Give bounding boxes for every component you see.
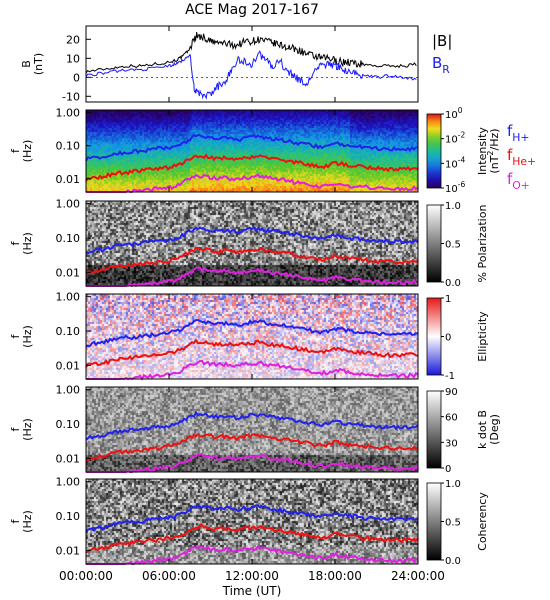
legend-Btotal: |B| [432,32,452,50]
gyro-line-fH [85,503,419,533]
colorbar-tick-label: 30 [445,438,458,449]
y-tick-label: 20 [66,33,80,46]
colorbar-tick-label: 10-4 [445,155,465,170]
colorbar-label: Ellipticity [476,311,489,362]
legend-BR: BR [432,54,450,76]
colorbar-label: Intensity(nT2/Hz) [476,127,501,175]
y-tick-label: 0.01 [56,452,81,465]
colorbar-tick-label: 1 [445,294,451,305]
y-tick-label: 0.01 [56,173,81,186]
colorbar [426,113,442,189]
y-tick-label: 1.00 [56,107,81,120]
colorbar-label: Coherency [476,492,489,551]
panel-gray-2: 1.00 0.10 0.01 f(Hz) 1.0 0.5 0.0 % Polarization [9,198,489,289]
gyro-line-fH [85,410,419,441]
gyro-line-fO [86,359,419,381]
y-axis-label: f(Hz) [9,140,34,163]
series-line-Btotal [85,32,417,74]
time-axis: 00:00:00 06:00:00 12:00:00 18:00:00 24:00:00… [59,26,445,598]
colorbar-tick-label: -1 [445,371,455,382]
colorbar-tick-label: 0 [445,464,451,475]
y-tick-label: 1.00 [56,291,81,304]
y-tick-label: 1.00 [56,198,81,211]
colorbar-tick-label: 1.0 [445,479,461,490]
gyro-line-fHe [85,246,419,275]
figure-title: ACE Mag 2017-167 [185,2,319,18]
panels: -1001020B(nT)|B|BR1.000.100.01f(Hz)10010… [9,25,536,567]
panel-gray-5: 1.00 0.10 0.01 f(Hz) 1.0 0.5 0.0 Coherency [9,476,489,567]
x-tick-label: 18:00:00 [308,569,362,583]
y-axis-label: f(Hz) [9,418,34,441]
colorbar-tick-label: 90 [445,387,458,398]
colorbar-tick-label: 0.5 [445,518,461,529]
legend-fO: fO+ [507,170,530,192]
y-tick-label: 0.10 [56,418,81,431]
y-axis-label: f(Hz) [9,232,34,255]
gyro-line-fO [86,266,419,288]
x-tick-label: 12:00:00 [225,569,279,583]
y-tick-label: 1.00 [56,384,81,397]
colorbar-tick-label: 100 [445,106,463,121]
colorbar-tick-label: 60 [445,413,458,424]
colorbar-tick-label: 10-2 [445,131,465,146]
legend-fH: fH+ [507,122,529,144]
spectrogram-image [86,294,418,379]
y-tick-label: 0.01 [56,544,81,557]
gyro-line-fO [86,544,419,566]
x-tick-label: 00:00:00 [59,569,113,583]
series-line-BR [85,50,417,100]
colorbar-tick-label: 0.0 [445,556,461,567]
x-tick-label: 06:00:00 [142,569,196,583]
gyro-line-fO [86,173,419,193]
gyro-line-fHe [85,433,419,462]
y-tick-label: 10 [66,52,80,65]
y-tick-label: 0.10 [56,232,81,245]
panel-frame [85,25,419,103]
y-tick-label: 0.10 [56,510,81,523]
y-tick-label: -10 [62,90,80,103]
legend-fHe: fHe+ [507,146,536,168]
colorbar-label: k dot B(Deg) [476,410,501,449]
gyro-line-fHe [85,523,419,554]
spectrogram-image [86,479,418,564]
gyro-line-fH [85,226,419,255]
x-axis-label: Time (UT) [222,584,282,598]
y-tick-label: 0.10 [56,325,81,338]
colorbar [426,297,442,376]
colorbar-tick-label: 0.0 [445,278,461,289]
y-axis-label: f(Hz) [9,325,34,348]
colorbar-tick-label: 1.0 [445,201,461,212]
gyro-line-fO [86,452,419,473]
panel-gray-4: 1.00 0.10 0.01 f(Hz) 90 60 30 0 k dot B(Deg) [9,384,501,475]
y-tick-label: 0.01 [56,359,81,372]
gyro-line-fH [85,133,418,162]
panel-blue-white-red-3: 1.00 0.10 0.01 f(Hz) 1 0 -1 Ellipticity [9,291,489,382]
colorbar-tick-label: 0 [445,333,451,344]
panel-rainbow-1: 1.00 0.10 0.01 f(Hz) 100 10-2 10-4 10-6 Intensit… [9,106,536,195]
colorbar-tick-label: 10-6 [445,180,465,195]
y-tick-label: 0.10 [56,140,81,153]
y-axis-label: B(nT) [20,53,45,75]
y-tick-label: 0 [73,71,80,84]
colorbar [426,204,442,283]
gyro-line-fH [85,319,419,348]
panel-field: -10 0 10 20 B(nT) |B| BR [20,25,452,103]
y-tick-label: 0.01 [56,266,81,279]
y-axis-label: f(Hz) [9,510,34,533]
gyro-line-fHe [85,338,419,368]
colorbar-tick-label: 0.5 [445,240,461,251]
colorbar [426,390,442,469]
x-tick-label: 24:00:00 [391,569,445,583]
colorbar-label: % Polarization [476,205,489,283]
colorbar [426,482,442,561]
y-tick-label: 1.00 [56,476,81,489]
gyro-line-fHe [85,153,419,182]
